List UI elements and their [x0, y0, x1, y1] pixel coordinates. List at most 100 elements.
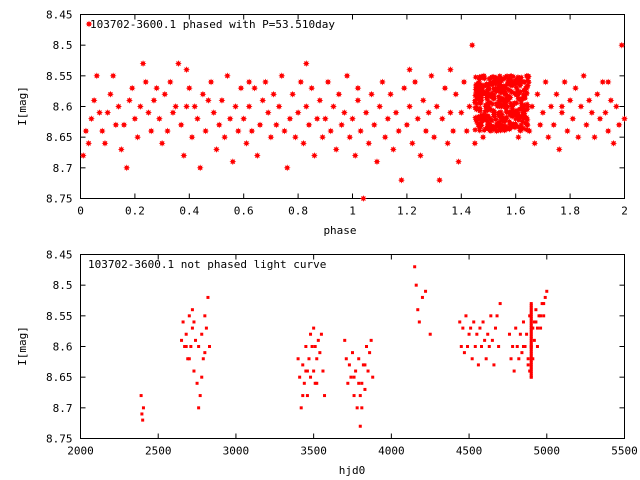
data-point	[332, 146, 340, 153]
cluster-point	[523, 121, 530, 128]
data-point	[283, 164, 291, 172]
column-point	[529, 320, 533, 324]
data-point	[93, 72, 101, 80]
column-point	[529, 338, 533, 342]
cluster-point	[502, 117, 509, 125]
cluster-point	[514, 73, 522, 81]
data-point	[96, 109, 103, 117]
data-point	[340, 109, 348, 117]
unphased-y-tick-label: 8.65	[46, 371, 73, 384]
phased-x-tick-label: 0	[77, 205, 84, 218]
data-point	[484, 357, 488, 361]
data-point	[528, 369, 532, 373]
data-point	[427, 72, 435, 80]
unphased-plot-title: 103702-3600.1 not phased light curve	[88, 258, 326, 271]
cluster-point	[485, 80, 492, 88]
data-point	[468, 41, 476, 49]
column-point	[529, 337, 533, 341]
data-point	[466, 345, 470, 348]
data-point	[190, 308, 194, 312]
cluster-point	[497, 117, 505, 125]
data-point	[420, 295, 424, 299]
column-point	[529, 362, 533, 366]
data-point	[330, 103, 337, 110]
data-point	[79, 152, 87, 159]
data-point	[245, 103, 253, 110]
data-point	[226, 115, 234, 123]
data-point	[194, 115, 201, 123]
data-point	[547, 103, 555, 110]
cluster-point	[490, 73, 498, 81]
data-point	[621, 115, 628, 123]
data-point	[104, 109, 112, 117]
column-point	[529, 305, 533, 309]
cluster-point	[492, 116, 499, 123]
data-point	[327, 127, 335, 135]
data-point	[534, 308, 538, 312]
cluster-point	[497, 108, 505, 116]
data-point	[259, 96, 267, 104]
unphased-y-tick-label: 8.75	[46, 433, 73, 446]
data-point	[543, 295, 547, 299]
data-point	[136, 103, 144, 110]
data-point	[90, 96, 98, 104]
data-point	[312, 326, 316, 330]
cluster-point	[494, 102, 501, 109]
data-point	[166, 78, 174, 86]
column-point	[529, 309, 533, 313]
data-point	[436, 176, 443, 184]
data-point	[126, 96, 133, 104]
data-point	[294, 109, 302, 117]
phased-plot-points	[79, 41, 628, 202]
cluster-point	[524, 126, 532, 134]
data-point	[368, 90, 375, 98]
data-point	[539, 109, 547, 117]
data-point	[455, 158, 462, 166]
data-point	[357, 381, 361, 385]
data-point	[430, 133, 438, 141]
data-point	[245, 78, 253, 86]
phased-x-tick-label: 0.2	[125, 205, 145, 218]
data-point	[417, 152, 424, 159]
phased-y-tick-label: 8.6	[53, 101, 73, 114]
cluster-point	[525, 73, 532, 80]
data-point	[492, 363, 496, 367]
cluster-point	[519, 106, 527, 113]
data-point	[585, 96, 593, 104]
cluster-point	[511, 99, 519, 107]
data-point	[180, 152, 188, 159]
data-point	[545, 289, 549, 293]
column-point	[529, 346, 533, 350]
data-point	[486, 332, 490, 336]
data-point	[187, 314, 191, 318]
cluster-point	[487, 106, 494, 114]
column-point	[529, 364, 533, 368]
phased-x-tick-label: 1.4	[451, 205, 471, 218]
column-point	[529, 357, 533, 361]
column-point	[529, 366, 533, 370]
data-point	[309, 332, 313, 336]
data-point	[185, 84, 193, 92]
data-point	[354, 84, 362, 92]
data-point	[363, 387, 367, 391]
cluster-point	[506, 124, 514, 131]
cluster-point	[496, 123, 504, 131]
data-point	[289, 90, 297, 98]
cluster-point	[484, 122, 491, 130]
data-point	[599, 78, 607, 86]
cluster-point	[479, 86, 486, 94]
data-point	[411, 78, 419, 86]
data-point	[319, 332, 323, 336]
data-point	[197, 345, 201, 348]
data-point	[145, 109, 152, 117]
data-point	[318, 351, 322, 355]
phased-plot-ticks: 0 0.2 0.4 0.6 0.8 1 1.2 1.4 1.6 1.8 2 8.45 8.5 8.55 8.…	[46, 9, 628, 218]
data-point	[240, 115, 248, 123]
cluster-point	[508, 72, 515, 80]
data-point	[428, 332, 432, 336]
cluster-point	[486, 127, 493, 134]
data-point	[161, 90, 169, 98]
data-point	[413, 265, 417, 269]
data-point	[521, 345, 525, 348]
cluster-point	[484, 86, 491, 93]
